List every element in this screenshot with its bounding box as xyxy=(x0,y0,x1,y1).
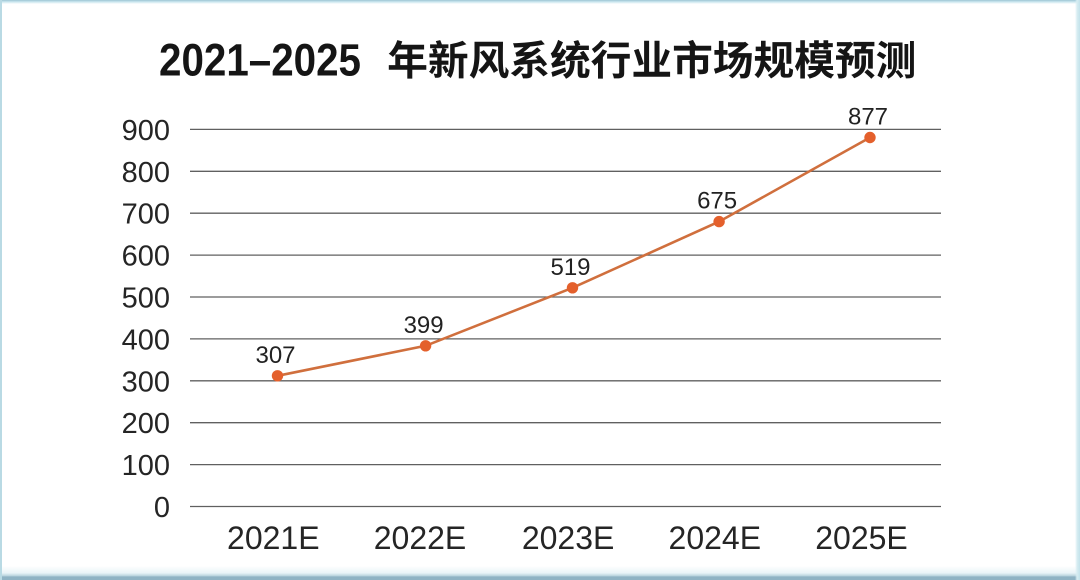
svg-text:2021E: 2021E xyxy=(227,520,320,556)
svg-text:2024E: 2024E xyxy=(669,520,762,556)
svg-text:0: 0 xyxy=(154,492,170,524)
svg-text:2022E: 2022E xyxy=(374,520,467,556)
svg-text:2021–2025: 2021–2025 xyxy=(159,34,361,85)
svg-text:200: 200 xyxy=(122,408,170,440)
svg-text:519: 519 xyxy=(550,254,590,281)
svg-text:300: 300 xyxy=(122,366,170,398)
svg-text:900: 900 xyxy=(122,115,170,147)
svg-text:307: 307 xyxy=(255,342,295,369)
svg-text:500: 500 xyxy=(122,283,170,315)
svg-text:100: 100 xyxy=(122,450,170,482)
svg-text:600: 600 xyxy=(122,241,170,273)
svg-text:700: 700 xyxy=(122,199,170,231)
svg-text:2025E: 2025E xyxy=(815,520,908,556)
svg-text:675: 675 xyxy=(697,188,737,215)
svg-text:877: 877 xyxy=(848,104,888,131)
svg-text:399: 399 xyxy=(404,312,444,339)
svg-text:2023E: 2023E xyxy=(522,520,615,556)
svg-text:400: 400 xyxy=(122,324,170,356)
svg-text:800: 800 xyxy=(122,157,170,189)
